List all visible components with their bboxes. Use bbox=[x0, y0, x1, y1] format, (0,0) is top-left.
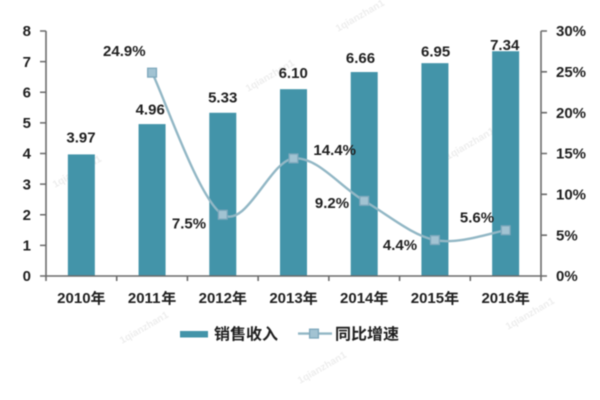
svg-text:5%: 5% bbox=[556, 227, 578, 244]
svg-text:2015: 2015 bbox=[411, 290, 444, 307]
svg-text:3: 3 bbox=[23, 176, 31, 193]
svg-text:6.66: 6.66 bbox=[346, 50, 375, 67]
svg-text:1qianzhan1: 1qianzhan1 bbox=[118, 310, 171, 347]
svg-text:4: 4 bbox=[23, 146, 32, 163]
svg-text:6: 6 bbox=[23, 85, 31, 102]
svg-text:1: 1 bbox=[23, 238, 31, 255]
svg-text:1qianzhan1: 1qianzhan1 bbox=[334, 0, 387, 35]
svg-text:2011: 2011 bbox=[128, 290, 161, 307]
svg-text:0%: 0% bbox=[556, 268, 578, 285]
svg-text:1qianzhan1: 1qianzhan1 bbox=[296, 350, 349, 387]
svg-text:14.4%: 14.4% bbox=[313, 142, 356, 159]
svg-text:7.34: 7.34 bbox=[490, 37, 520, 54]
svg-text:2016: 2016 bbox=[481, 290, 514, 307]
svg-text:1qianzhan1: 1qianzhan1 bbox=[444, 126, 497, 163]
svg-text:25%: 25% bbox=[556, 64, 586, 81]
svg-text:2014: 2014 bbox=[340, 290, 374, 307]
svg-text:5: 5 bbox=[23, 115, 31, 132]
svg-text:3.97: 3.97 bbox=[66, 130, 95, 147]
svg-text:24.9%: 24.9% bbox=[103, 43, 146, 60]
svg-text:30%: 30% bbox=[556, 23, 586, 40]
svg-text:9.2%: 9.2% bbox=[315, 195, 349, 212]
svg-text:7: 7 bbox=[23, 54, 31, 71]
svg-text:10%: 10% bbox=[556, 187, 586, 204]
svg-text:0: 0 bbox=[23, 268, 31, 285]
svg-text:4.96: 4.96 bbox=[136, 101, 165, 118]
svg-text:4.4%: 4.4% bbox=[383, 237, 417, 254]
svg-text:7.5%: 7.5% bbox=[172, 216, 206, 233]
svg-text:20%: 20% bbox=[556, 105, 586, 122]
svg-text:5.6%: 5.6% bbox=[460, 210, 494, 227]
svg-text:2: 2 bbox=[23, 207, 31, 224]
svg-text:2010: 2010 bbox=[57, 290, 90, 307]
svg-text:6.95: 6.95 bbox=[421, 44, 450, 61]
svg-text:5.33: 5.33 bbox=[208, 90, 237, 107]
svg-text:2012: 2012 bbox=[199, 290, 232, 307]
svg-text:6.10: 6.10 bbox=[279, 65, 308, 82]
svg-text:15%: 15% bbox=[556, 146, 586, 163]
svg-text:2013: 2013 bbox=[269, 290, 302, 307]
svg-text:8: 8 bbox=[23, 23, 31, 40]
